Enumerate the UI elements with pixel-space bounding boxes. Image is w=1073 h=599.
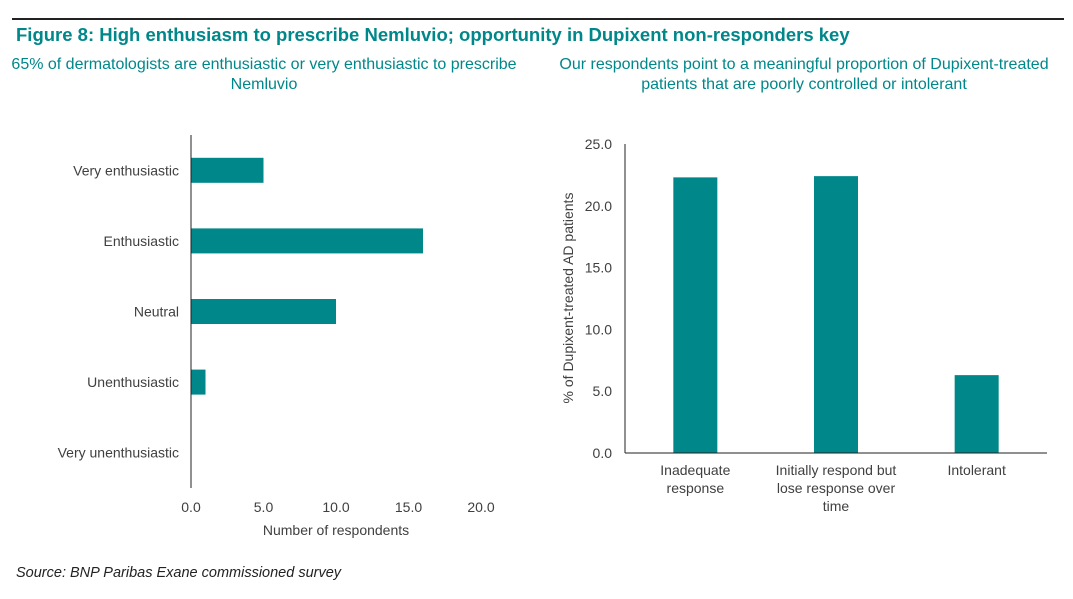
- left-chart-title: 65% of dermatologists are enthusiastic o…: [11, 56, 517, 93]
- source-note: Source: BNP Paribas Exane commissioned s…: [16, 565, 342, 581]
- x-axis-title: Number of respondents: [263, 522, 409, 538]
- bar: [191, 228, 423, 254]
- category-label: Very enthusiastic: [73, 162, 179, 178]
- figure-title: Figure 8: High enthusiasm to prescribe N…: [16, 24, 850, 45]
- bar: [673, 177, 718, 453]
- x-tick-label: 20.0: [467, 499, 494, 515]
- x-tick-label: 10.0: [322, 499, 349, 515]
- category-label: Neutral: [134, 304, 179, 320]
- bar: [814, 176, 858, 454]
- x-tick-label: 0.0: [181, 499, 201, 515]
- right-chart-title: Our respondents point to a meaningful pr…: [559, 56, 1049, 93]
- x-tick-label: 15.0: [395, 499, 422, 515]
- category-label: Initially respond but: [776, 462, 897, 478]
- y-axis-title: % of Dupixent-treated AD patients: [560, 193, 576, 404]
- y-tick-label: 15.0: [585, 260, 612, 276]
- category-label: lose response over: [777, 480, 896, 496]
- category-label: response: [667, 480, 725, 496]
- y-tick-label: 5.0: [593, 383, 613, 399]
- top-rule: [12, 18, 1064, 20]
- y-tick-label: 10.0: [585, 321, 612, 337]
- category-label: time: [823, 498, 850, 514]
- category-label: Very unenthusiastic: [58, 445, 179, 461]
- x-tick-label: 5.0: [254, 499, 274, 515]
- bar: [191, 299, 336, 324]
- bar: [954, 375, 999, 453]
- y-tick-label: 0.0: [593, 445, 613, 461]
- y-tick-label: 20.0: [585, 198, 612, 214]
- category-label: Inadequate: [660, 462, 730, 478]
- category-label: Enthusiastic: [104, 233, 179, 249]
- bar: [191, 157, 264, 183]
- y-tick-label: 25.0: [585, 136, 612, 152]
- category-label: Unenthusiastic: [87, 374, 179, 390]
- category-label: Intolerant: [947, 462, 1005, 478]
- bar: [191, 369, 206, 395]
